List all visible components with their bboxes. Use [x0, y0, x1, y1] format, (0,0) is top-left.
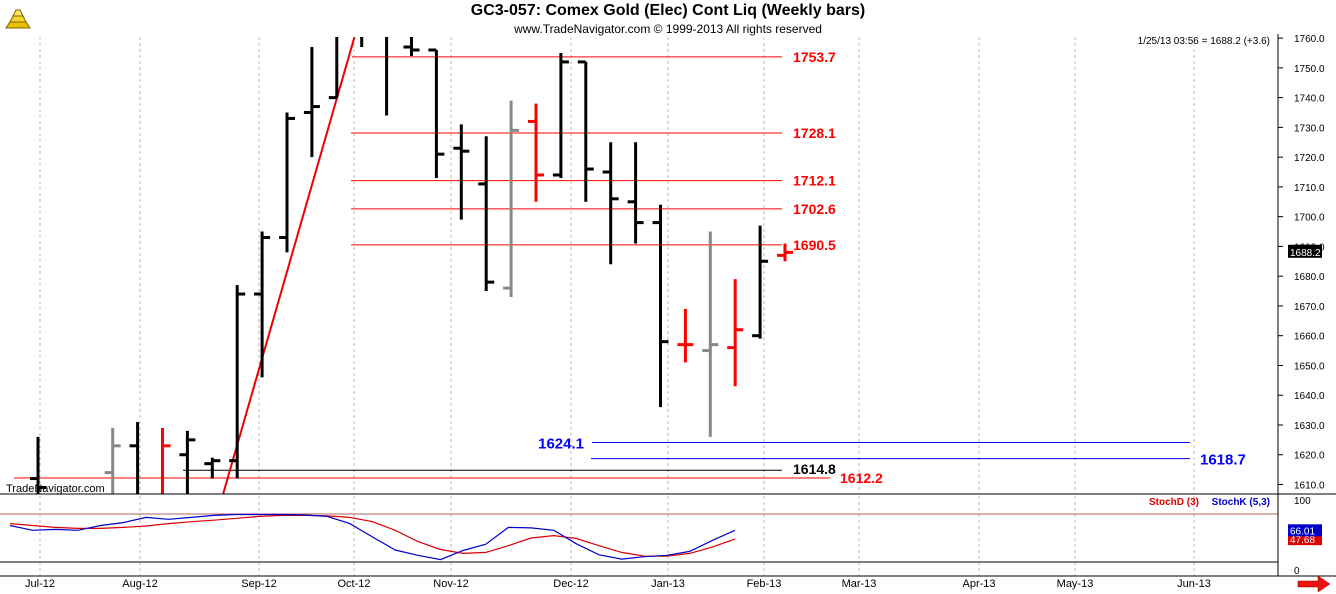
stoch-legend-label: StochK (5,3) [1212, 497, 1270, 508]
y-tick-label: 1660.0 [1294, 332, 1325, 343]
y-tick-label: 1700.0 [1294, 213, 1325, 224]
stoch-value-box [1288, 524, 1322, 537]
y-tick-label: 1630.0 [1294, 421, 1325, 432]
x-tick-label: Jan-13 [651, 578, 685, 590]
stoch-legend-label: StochD (3) [1149, 497, 1199, 508]
y-tick-label: 1610.0 [1294, 481, 1325, 492]
x-tick-label: Sep-12 [241, 578, 276, 590]
stoch-series-line [9, 513, 736, 561]
watermark: TradeNavigator.com [6, 483, 105, 495]
level-label: 1614.8 [793, 461, 836, 477]
panel-frame [0, 34, 1336, 577]
level-label: 1618.7 [1200, 452, 1246, 469]
copyright-line: www.TradeNavigator.com © 1999-2013 All r… [514, 22, 822, 36]
price-axis: 1610.0 1620.0 1630.0 1640.0 1650.0 1660.0 1670… [1278, 34, 1325, 492]
y-tick-label: 1620.0 [1294, 451, 1325, 462]
level-label: 1753.7 [793, 49, 836, 65]
y-tick-label: 1680.0 [1294, 272, 1325, 283]
y-tick-label: 1650.0 [1294, 361, 1325, 372]
x-tick-label: Feb-13 [747, 578, 782, 590]
x-tick-label: Oct-12 [337, 578, 370, 590]
x-tick-label: Nov-12 [433, 578, 468, 590]
right-arrow-icon[interactable] [1297, 575, 1331, 593]
stoch-value-label: 66.01 [1290, 526, 1315, 537]
stoch-value-label: 47.68 [1290, 535, 1315, 546]
y-tick-label: 1760.0 [1294, 34, 1325, 45]
trendline [222, 37, 356, 494]
last-price-box [1288, 244, 1322, 258]
x-tick-label: May-13 [1057, 578, 1094, 590]
last-price-info: 1/25/13 03:56 = 1688.2 (+3.6) [1137, 36, 1270, 47]
y-tick-label: 1710.0 [1294, 183, 1325, 194]
y-tick-label: 1640.0 [1294, 391, 1325, 402]
grid-lines [39, 37, 1195, 576]
last-price-label: 1688.2 [1290, 248, 1321, 259]
level-label: 1702.6 [793, 201, 836, 217]
x-tick-label: Aug-12 [122, 578, 157, 590]
x-tick-label: Jul-12 [25, 578, 55, 590]
level-label: 1728.1 [793, 125, 836, 141]
y-tick-label: 1670.0 [1294, 302, 1325, 313]
level-label: 1624.1 [538, 436, 584, 453]
level-label: 1690.5 [793, 237, 836, 253]
stoch-top-label: 100 [1294, 496, 1311, 507]
y-tick-label: 1720.0 [1294, 153, 1325, 164]
scroll-right-arrow[interactable] [1297, 575, 1331, 593]
y-tick-label: 1740.0 [1294, 94, 1325, 105]
level-label: 1612.2 [840, 470, 883, 486]
x-tick-label: Jun-13 [1177, 578, 1211, 590]
y-tick-label: 1750.0 [1294, 64, 1325, 75]
chart-title: GC3-057: Comex Gold (Elec) Cont Liq (Wee… [470, 2, 866, 19]
level-label: 1712.1 [793, 173, 836, 189]
x-tick-label: Dec-12 [553, 578, 588, 590]
gold-logo-icon [5, 9, 31, 29]
x-tick-label: Apr-13 [962, 578, 995, 590]
time-axis: Jul-12 Aug-12 Sep-12 Oct-12 Nov-12 Dec-12 Jan-… [25, 578, 1211, 590]
price-bars [30, 37, 793, 494]
stoch-bottom-label: 0 [1294, 566, 1300, 577]
stochastic-panel: 100 0 StochD (3) 47.68 StochK (5,3) 66.01 [0, 496, 1322, 577]
y-tick-label: 1730.0 [1294, 123, 1325, 134]
x-tick-label: Mar-13 [842, 578, 877, 590]
stoch-series-line [9, 514, 736, 557]
